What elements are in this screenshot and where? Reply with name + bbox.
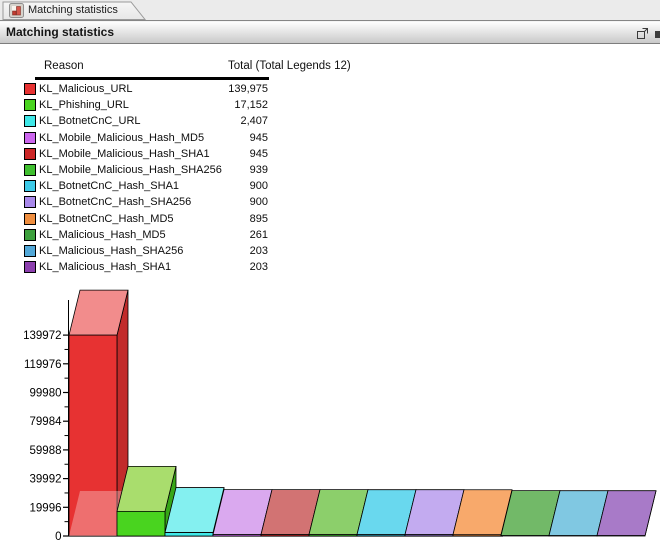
- legend-header: Reason Total (Total Legends 12): [24, 56, 351, 81]
- legend-row: KL_Mobile_Malicious_Hash_MD5 945: [24, 130, 268, 146]
- legend-swatch-icon: [24, 99, 36, 112]
- legend-row: KL_Mobile_Malicious_Hash_SHA1 945: [24, 146, 268, 162]
- y-axis-tick-label: 99980: [30, 388, 62, 400]
- legend-row: KL_BotnetCnC_Hash_MD5 895: [24, 211, 268, 227]
- tab-bar: Matching statistics: [0, 0, 660, 21]
- legend-row: KL_Phishing_URL 17,152: [24, 97, 268, 113]
- legend-label: KL_Malicious_URL: [39, 83, 133, 96]
- legend-value: 139,975: [228, 83, 268, 96]
- legend-swatch-icon: [24, 83, 36, 96]
- legend-swatch-icon: [24, 244, 36, 257]
- legend-label: KL_BotnetCnC_URL: [39, 115, 141, 128]
- statistics-chart-icon: [9, 3, 24, 18]
- legend-value: 261: [249, 228, 268, 241]
- bar-front-face: [308, 534, 358, 537]
- y-axis-tick-label: 79984: [30, 416, 63, 428]
- bar-front-face: [356, 534, 406, 537]
- legend-row: KL_Malicious_Hash_SHA256 203: [24, 243, 268, 259]
- legend-value: 203: [249, 244, 268, 257]
- legend-value: 900: [249, 180, 268, 193]
- legend-swatch-icon: [24, 180, 36, 193]
- legend-label: KL_BotnetCnC_Hash_SHA256: [39, 196, 192, 209]
- legend-swatch-icon: [24, 228, 36, 241]
- y-axis-tick-label: 0: [55, 531, 61, 543]
- legend-label: KL_Mobile_Malicious_Hash_MD5: [39, 131, 205, 144]
- legend-col-total: Total (Total Legends 12): [228, 60, 351, 72]
- legend-label: KL_Mobile_Malicious_Hash_SHA256: [39, 164, 222, 177]
- legend-label: KL_Malicious_Hash_SHA256: [39, 244, 184, 257]
- minimize-icon[interactable]: [655, 31, 660, 38]
- legend-swatch-icon: [24, 164, 36, 177]
- legend-label: KL_BotnetCnC_Hash_MD5: [39, 212, 174, 225]
- legend-row: KL_Malicious_Hash_SHA1 203: [24, 259, 268, 275]
- tab-label: Matching statistics: [28, 4, 118, 16]
- legend-swatch-icon: [24, 131, 36, 144]
- legend-row: KL_BotnetCnC_URL 2,407: [24, 113, 268, 129]
- legend-rows: KL_Malicious_URL 139,975 KL_Phishing_URL 17…: [24, 81, 268, 275]
- panel-title: Matching statistics: [6, 25, 115, 39]
- y-axis-tick-label: 139972: [23, 330, 61, 342]
- legend-value: 900: [249, 196, 268, 209]
- panel-header: Matching statistics: [0, 21, 660, 44]
- legend-value: 945: [249, 131, 268, 144]
- legend-row: KL_Malicious_Hash_MD5 261: [24, 227, 268, 243]
- legend-header-rule: [35, 77, 269, 80]
- legend-value: 939: [249, 164, 268, 177]
- y-axis-tick-label: 39992: [30, 474, 62, 486]
- legend-label: KL_BotnetCnC_Hash_SHA1: [39, 180, 180, 193]
- legend-value: 17,152: [234, 99, 268, 112]
- legend-label: KL_Mobile_Malicious_Hash_SHA1: [39, 147, 210, 160]
- legend-row: KL_Mobile_Malicious_Hash_SHA256 939: [24, 162, 268, 178]
- y-axis-tick-label: 59988: [30, 445, 62, 457]
- legend-col-reason: Reason: [44, 60, 84, 72]
- legend-swatch-icon: [24, 212, 36, 225]
- y-axis-tick-label: 119976: [24, 359, 62, 371]
- legend-value: 945: [249, 147, 268, 160]
- legend-row: KL_Malicious_URL 139,975: [24, 81, 268, 97]
- legend-row: KL_BotnetCnC_Hash_SHA256 900: [24, 194, 268, 210]
- legend-swatch-icon: [24, 261, 36, 274]
- tab-background: [2, 1, 147, 20]
- legend-label: KL_Malicious_Hash_MD5: [39, 228, 166, 241]
- bar-floor-highlight: [69, 491, 128, 536]
- bar-front-face: [404, 534, 454, 537]
- legend-label: KL_Phishing_URL: [39, 99, 129, 112]
- tab-matching-statistics[interactable]: Matching statistics: [3, 1, 145, 19]
- legend-label: KL_Malicious_Hash_SHA1: [39, 261, 172, 274]
- bar-front-face: [452, 534, 502, 537]
- bar-front-face: [212, 534, 262, 537]
- legend-value: 2,407: [240, 115, 268, 128]
- bar-front-face: [116, 510, 166, 537]
- bar-front-face: [260, 534, 310, 537]
- y-axis-tick-label: 19996: [30, 502, 62, 514]
- bar-front-face: [164, 532, 214, 537]
- legend-row: KL_BotnetCnC_Hash_SHA1 900: [24, 178, 268, 194]
- legend-swatch-icon: [24, 115, 36, 128]
- legend-value: 203: [249, 261, 268, 274]
- float-window-icon[interactable]: [636, 27, 649, 40]
- legend-value: 895: [249, 212, 268, 225]
- legend-swatch-icon: [24, 147, 36, 160]
- legend-swatch-icon: [24, 196, 36, 209]
- legend-table: Reason Total (Total Legends 12) KL_Malic…: [24, 56, 351, 275]
